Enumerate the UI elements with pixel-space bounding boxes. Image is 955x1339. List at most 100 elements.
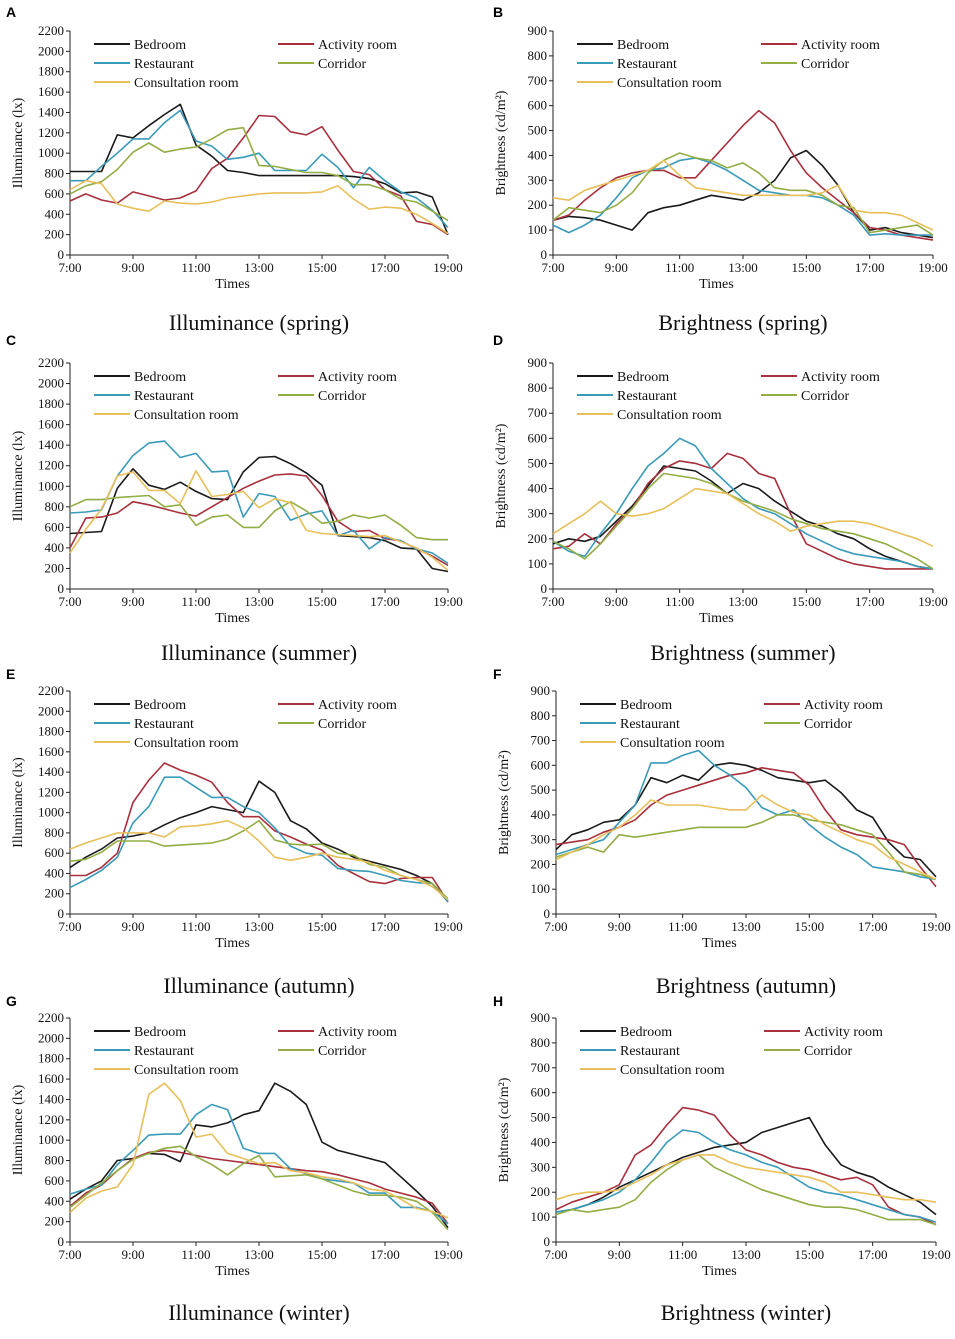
y-tick-label: 1600 (38, 84, 64, 99)
x-tick-label: 7:00 (58, 594, 81, 609)
x-tick-label: 11:00 (181, 594, 210, 609)
series-line-bedroom (552, 149, 934, 239)
legend-label-consultation-room: Consultation room (620, 1063, 725, 1078)
x-tick-label: 17:00 (370, 260, 400, 275)
y-tick-label: 600 (45, 186, 65, 201)
x-tick-label: 15:00 (795, 919, 825, 934)
y-axis-title: Brightness (cd/m²) (497, 750, 512, 855)
y-tick-label: 800 (528, 48, 548, 63)
y-tick-label: 100 (531, 1209, 551, 1224)
chart-H: H 0 100 200 300 400 500 600 700 800 900 7:00 9:00 11:… (493, 993, 951, 1325)
y-tick-label: 2200 (38, 1010, 64, 1025)
x-tick-label: 11:00 (668, 1247, 697, 1262)
y-tick-label: 700 (528, 405, 548, 420)
y-tick-label: 600 (45, 519, 65, 534)
chart-B: B 0 100 200 300 400 500 600 700 800 900 7:00 9:00 11:… (493, 4, 948, 335)
y-tick-label: 400 (531, 807, 551, 822)
y-tick-label: 1000 (38, 478, 64, 493)
y-tick-label: 200 (45, 886, 65, 901)
x-tick-label: 19:00 (918, 260, 948, 275)
series-line-activity-room (70, 762, 449, 903)
x-tick-label: 9:00 (608, 1247, 631, 1262)
legend-label-consultation-room: Consultation room (617, 76, 722, 91)
y-tick-label: 800 (528, 380, 548, 395)
x-tick-label: 17:00 (858, 1247, 888, 1262)
panel-letter: E (6, 666, 15, 682)
chart-F: F 0 100 200 300 400 500 600 700 800 900 7:00 9:00 11:… (493, 666, 951, 998)
y-tick-label: 1400 (38, 764, 64, 779)
series-line-corridor (69, 494, 448, 541)
x-tick-label: 13:00 (731, 1247, 761, 1262)
x-axis-title: Times (215, 1264, 250, 1279)
series-line-corridor (552, 472, 934, 570)
x-tick-label: 11:00 (181, 919, 210, 934)
y-tick-label: 0 (544, 1234, 551, 1249)
series-line-corridor (555, 814, 937, 881)
legend-label-activity-room: Activity room (804, 698, 883, 713)
y-axis-title: Brightness (cd/m²) (494, 90, 509, 195)
legend-label-activity-room: Activity room (318, 1025, 397, 1040)
x-tick-label: 17:00 (855, 260, 885, 275)
x-tick-label: 9:00 (608, 919, 631, 934)
y-tick-label: 500 (531, 782, 551, 797)
panel-letter: C (6, 332, 16, 348)
x-tick-label: 11:00 (668, 919, 697, 934)
x-tick-label: 13:00 (728, 594, 758, 609)
y-tick-label: 0 (544, 906, 551, 921)
y-tick-label: 100 (528, 556, 548, 571)
legend-label-restaurant: Restaurant (617, 389, 677, 404)
y-tick-label: 400 (528, 481, 548, 496)
legend-label-activity-room: Activity room (801, 370, 880, 385)
chart-C: C 0 200 400 600 800 1000 1200 1400 1600 1800 2000 22… (6, 332, 463, 665)
y-tick-label: 1800 (38, 1051, 64, 1066)
y-tick-label: 1400 (38, 437, 64, 452)
series-line-bedroom (555, 1116, 937, 1216)
legend-label-corridor: Corridor (318, 57, 367, 72)
series-line-bedroom (552, 465, 934, 570)
x-tick-label: 17:00 (370, 594, 400, 609)
x-tick-label: 9:00 (121, 260, 144, 275)
y-tick-label: 1200 (38, 458, 64, 473)
chart-E: E 0 200 400 600 800 1000 1200 1400 1600 1800 2000 22… (6, 666, 463, 998)
y-tick-label: 0 (541, 581, 548, 596)
panel-letter: H (493, 993, 503, 1009)
y-tick-label: 0 (58, 247, 65, 262)
legend-label-restaurant: Restaurant (617, 57, 677, 72)
y-tick-label: 200 (531, 1184, 551, 1199)
x-tick-label: 15:00 (792, 594, 822, 609)
chart-caption: Brightness (autumn) (656, 973, 836, 998)
y-tick-label: 400 (45, 540, 65, 555)
series-line-consultation-room (555, 794, 937, 881)
y-tick-label: 1400 (38, 104, 64, 119)
y-tick-label: 1600 (38, 417, 64, 432)
y-tick-label: 600 (45, 845, 65, 860)
series-line-corridor (69, 126, 449, 222)
x-tick-label: 13:00 (728, 260, 758, 275)
y-tick-label: 800 (531, 1035, 551, 1050)
y-tick-label: 2000 (38, 376, 64, 391)
legend-label-consultation-room: Consultation room (134, 736, 239, 751)
y-tick-label: 2000 (38, 703, 64, 718)
series-line-restaurant (70, 109, 449, 229)
panel-letter: F (493, 666, 502, 682)
y-tick-label: 800 (45, 166, 65, 181)
y-tick-label: 300 (531, 832, 551, 847)
y-tick-label: 2200 (38, 23, 64, 38)
x-tick-label: 15:00 (795, 1247, 825, 1262)
series-line-corridor (552, 152, 934, 236)
x-tick-label: 19:00 (921, 1247, 951, 1262)
y-tick-label: 500 (528, 123, 548, 138)
y-tick-label: 1000 (38, 805, 64, 820)
x-tick-label: 19:00 (433, 594, 463, 609)
legend-label-corridor: Corridor (318, 717, 367, 732)
y-tick-label: 1400 (38, 1091, 64, 1106)
y-tick-label: 500 (531, 1110, 551, 1125)
legend-label-restaurant: Restaurant (620, 717, 680, 732)
series-line-activity-room (69, 473, 449, 567)
y-tick-label: 2000 (38, 1030, 64, 1045)
panel-letter: D (493, 332, 503, 348)
legend-label-bedroom: Bedroom (134, 1025, 186, 1040)
x-tick-label: 11:00 (665, 260, 694, 275)
y-tick-label: 200 (45, 227, 65, 242)
